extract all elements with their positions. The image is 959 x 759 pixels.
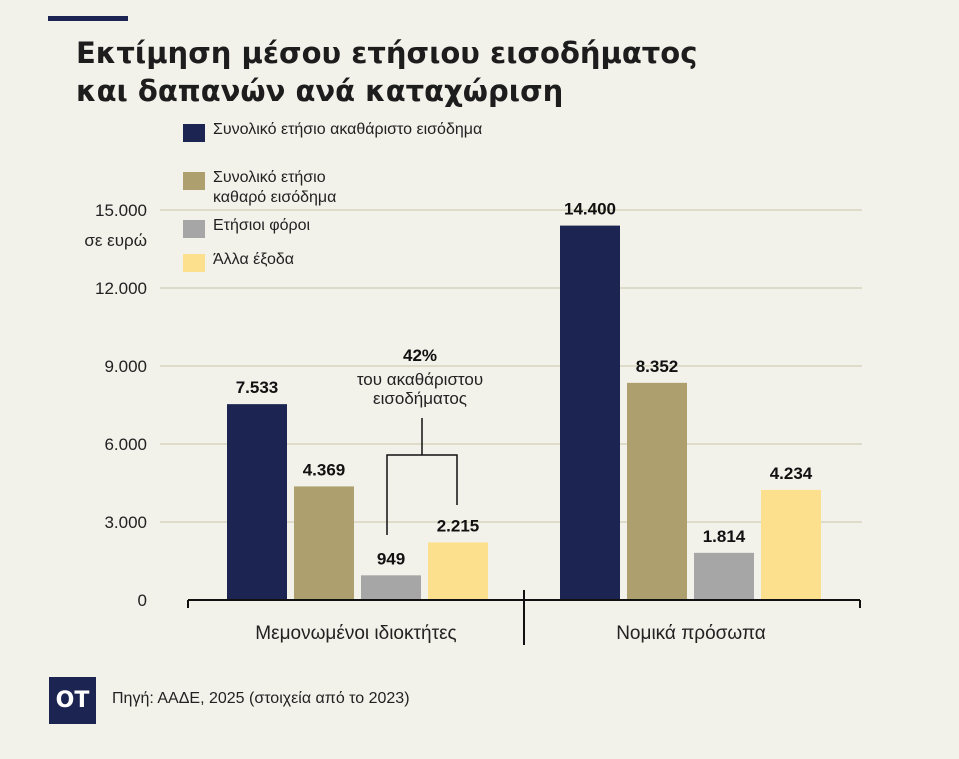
legend-label: Συνολικό ετήσιο καθαρό εισόδημα (213, 169, 337, 206)
bar (761, 489, 821, 600)
legend-label: Άλλα έξοδα (213, 251, 295, 268)
y-axis-label: σε ευρώ (84, 231, 147, 250)
bar-value-label: 4.369 (303, 460, 346, 479)
bar-value-label: 4.234 (770, 464, 813, 483)
legend-swatch (183, 172, 205, 190)
category-label: Μεμονωμένοι ιδιοκτήτες (255, 623, 456, 644)
bar-value-label: 8.352 (636, 357, 679, 376)
bar (294, 486, 354, 600)
bar (227, 404, 287, 600)
bar (560, 225, 620, 600)
bar-value-label: 2.215 (437, 516, 480, 535)
title-line-2: και δαπανών ανά καταχώριση (76, 74, 564, 108)
bar (361, 575, 421, 600)
ot-logo: OT (49, 677, 96, 724)
bar (694, 552, 754, 600)
bar (627, 382, 687, 600)
bar-value-label: 14.400 (564, 200, 616, 219)
y-tick-label: 15.000 (95, 201, 147, 220)
bar (428, 542, 488, 600)
legend-label: Συνολικό ετήσιο ακαθάριστο εισόδημα (213, 121, 483, 138)
legend-swatch (183, 124, 205, 142)
y-tick-label: 9.000 (104, 357, 147, 376)
y-tick-label: 3.000 (104, 513, 147, 532)
annotation-percent: 42% (403, 346, 437, 365)
y-tick-label: 12.000 (95, 279, 147, 298)
bar-value-label: 949 (377, 549, 405, 568)
legend-swatch (183, 254, 205, 272)
category-label: Νομικά πρόσωπα (616, 623, 766, 644)
chart-title: Εκτίμηση μέσου ετήσιου εισοδήματος και δ… (76, 34, 736, 110)
annotation-text: εισοδήματος (373, 389, 467, 408)
title-line-1: Εκτίμηση μέσου ετήσιου εισοδήματος (76, 36, 698, 70)
legend-swatch (183, 220, 205, 238)
y-tick-label: 0 (138, 591, 147, 610)
bar-value-label: 1.814 (703, 527, 746, 546)
accent-bar (48, 16, 128, 21)
bar-value-label: 7.533 (236, 378, 279, 397)
y-tick-label: 6.000 (104, 435, 147, 454)
annotation-text: του ακαθάριστου (357, 370, 483, 389)
source-note: Πηγή: ΑΑΔΕ, 2025 (στοιχεία από το 2023) (112, 690, 410, 707)
legend-label: Ετήσιοι φόροι (213, 217, 311, 234)
